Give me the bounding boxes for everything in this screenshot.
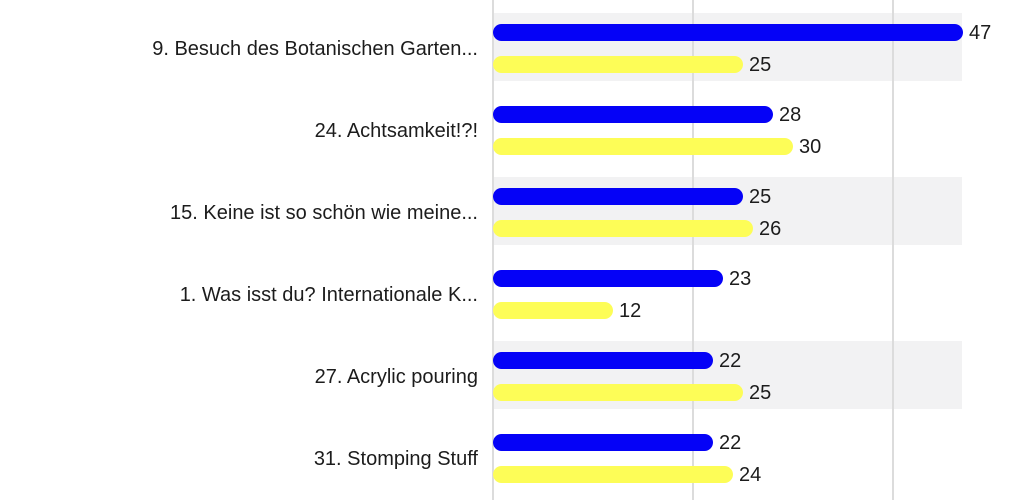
value-label: 23 xyxy=(729,267,752,290)
value-label: 26 xyxy=(759,217,782,240)
blue-series-bar xyxy=(493,188,743,205)
gridline-x-40 xyxy=(892,0,894,500)
blue-series-bar xyxy=(493,106,773,123)
gridline-x-20 xyxy=(692,0,694,500)
value-label: 25 xyxy=(749,185,772,208)
category-label: 24. Achtsamkeit!?! xyxy=(314,120,478,142)
value-label: 30 xyxy=(799,135,822,158)
yellow-series-bar xyxy=(493,384,743,401)
blue-series-bar xyxy=(493,352,713,369)
yellow-series-bar xyxy=(493,302,613,319)
yellow-series-bar xyxy=(493,138,793,155)
value-label: 47 xyxy=(969,21,992,44)
category-label: 31. Stomping Stuff xyxy=(313,448,478,470)
value-label: 12 xyxy=(619,299,642,322)
y-axis-line xyxy=(492,0,494,500)
value-label: 22 xyxy=(719,349,742,372)
value-label: 28 xyxy=(779,103,802,126)
value-label: 22 xyxy=(719,431,742,454)
category-label: 9. Besuch des Botanischen Garten... xyxy=(152,38,478,60)
blue-series-bar xyxy=(493,434,713,451)
yellow-series-bar xyxy=(493,56,743,73)
value-label: 25 xyxy=(749,53,772,76)
category-label: 1. Was isst du? Internationale K... xyxy=(179,284,478,306)
yellow-series-bar xyxy=(493,220,753,237)
value-label: 24 xyxy=(739,463,762,486)
value-label: 25 xyxy=(749,381,772,404)
yellow-series-bar xyxy=(493,466,733,483)
blue-series-bar xyxy=(493,270,723,287)
blue-series-bar xyxy=(493,24,963,41)
category-label: 15. Keine ist so schön wie meine... xyxy=(170,202,478,224)
category-label: 27. Acrylic pouring xyxy=(314,366,478,388)
